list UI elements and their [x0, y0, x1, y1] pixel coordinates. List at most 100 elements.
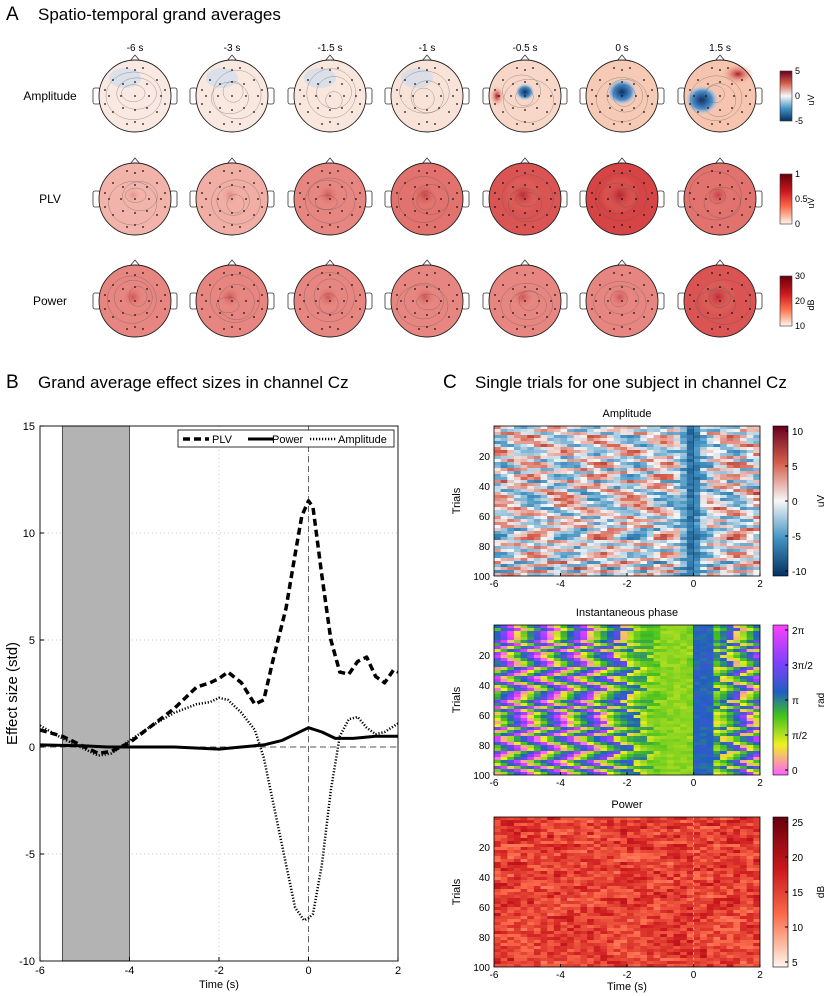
trial-cell	[686, 477, 695, 481]
trial-cell	[607, 519, 615, 523]
trial-cell	[613, 456, 621, 460]
trial-cell	[600, 456, 608, 460]
trial-cell	[700, 492, 708, 496]
trial-cell	[527, 534, 535, 538]
trial-cell	[540, 468, 548, 472]
trial-cell	[507, 570, 515, 574]
electrode	[532, 328, 534, 330]
trial-cell	[753, 688, 760, 692]
trial-cell	[726, 682, 734, 686]
trial-cell	[753, 525, 760, 529]
negative-blob	[304, 68, 336, 88]
electrode	[231, 326, 233, 328]
trial-cell	[507, 498, 515, 502]
trial-cell	[567, 655, 575, 659]
trial-cell	[553, 721, 562, 725]
trial-cell	[507, 564, 515, 568]
trial-cell	[646, 510, 655, 514]
trial-cell	[713, 724, 721, 728]
trial-cell	[753, 498, 760, 502]
trial-cell	[753, 507, 760, 511]
trial-cell	[633, 516, 641, 520]
trial-cell	[720, 670, 728, 674]
trial-cell	[593, 522, 601, 526]
trial-cell	[660, 468, 668, 472]
trial-cell	[653, 429, 661, 433]
head-topography	[384, 54, 470, 133]
trial-cell	[653, 748, 661, 752]
contour-line	[404, 282, 444, 320]
trial-cell	[560, 447, 568, 451]
trial-cell	[520, 724, 528, 728]
electrode	[512, 210, 514, 212]
trial-cell	[633, 453, 641, 457]
trial-cell	[653, 724, 661, 728]
trial-cell	[646, 625, 655, 629]
trial-cell	[560, 555, 568, 559]
trial-cell	[580, 477, 588, 481]
trial-cell	[507, 709, 515, 713]
trial-cell	[673, 441, 681, 445]
trial-cell	[660, 525, 668, 529]
electrode	[633, 288, 635, 290]
electrode	[217, 300, 219, 302]
trial-cell	[620, 504, 628, 508]
electrode	[733, 198, 735, 200]
trial-cell	[520, 682, 528, 686]
trial-cell	[740, 462, 748, 466]
trial-cell	[613, 652, 621, 656]
trial-cell	[607, 492, 615, 496]
y-tick-label: 80	[479, 741, 491, 752]
trial-cell	[540, 730, 548, 734]
trial-cell	[607, 507, 615, 511]
trial-cell	[573, 652, 582, 656]
trial-cell	[700, 724, 708, 728]
trial-cell	[720, 727, 728, 731]
trial-cell	[680, 564, 688, 568]
trial-cell	[627, 435, 635, 439]
trial-cell	[513, 459, 522, 463]
trial-cell	[640, 766, 648, 770]
trial-cell	[686, 706, 695, 710]
trial-cell	[753, 640, 760, 644]
trial-cell	[533, 754, 542, 758]
trial-cell	[507, 483, 515, 487]
trial-cell	[733, 441, 741, 445]
trial-cell	[620, 486, 628, 490]
trial-cell	[607, 441, 615, 445]
trial-cell	[494, 751, 502, 755]
trial-cell	[513, 709, 522, 713]
trial-cell	[587, 456, 595, 460]
hot-spot	[505, 177, 541, 213]
colorbar-tick-label: 0	[792, 766, 798, 777]
head-topography	[189, 157, 275, 236]
trial-cell	[580, 543, 588, 547]
trial-cell	[653, 549, 661, 553]
trial-cell	[600, 766, 608, 770]
trial-cell	[533, 730, 542, 734]
electrode	[219, 83, 221, 85]
trial-cell	[666, 682, 675, 686]
trial-cell	[600, 540, 608, 544]
trial-cell	[693, 498, 701, 502]
trial-cell	[533, 652, 542, 656]
trial-cell	[567, 525, 575, 529]
trial-cell	[633, 640, 641, 644]
trial-cell	[587, 468, 595, 472]
trial-cell	[520, 679, 528, 683]
trial-cell	[567, 468, 575, 472]
trial-cell	[553, 507, 562, 511]
trial-cell	[540, 694, 548, 698]
electrode	[164, 308, 166, 310]
trial-cell	[633, 715, 641, 719]
trial-cell	[680, 429, 688, 433]
trial-cell	[686, 745, 695, 749]
trial-cell	[560, 522, 568, 526]
trial-cell	[740, 537, 748, 541]
trial-cell	[500, 724, 508, 728]
trial-cell	[613, 670, 621, 674]
trial-cell	[726, 703, 734, 707]
trial-cell	[613, 724, 621, 728]
trial-cell	[646, 685, 655, 689]
trial-cell	[580, 664, 588, 668]
